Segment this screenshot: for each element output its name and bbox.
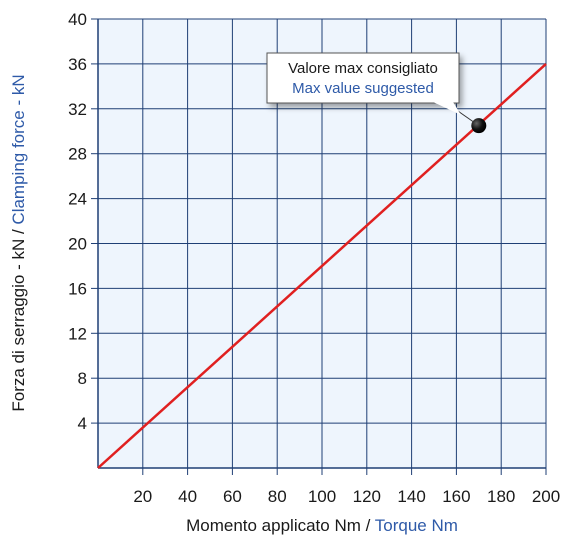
x-tick-label: 180 [487, 487, 515, 506]
x-tick-label: 20 [133, 487, 152, 506]
x-axis-label-en: Torque Nm [375, 516, 458, 535]
x-tick-label: 60 [223, 487, 242, 506]
axes [91, 18, 547, 475]
x-tick-label: 40 [178, 487, 197, 506]
y-tick-label: 8 [78, 369, 87, 388]
y-axis-label-it: Forza di serraggio - kN / [9, 225, 28, 412]
y-tick-labels: 4 8 12 16 20 24 28 32 36 40 [68, 10, 87, 433]
x-tick-label: 100 [308, 487, 336, 506]
series [97, 62, 547, 469]
annotation-box [266, 52, 460, 104]
x-axis-label: Momento applicato Nm / Torque Nm [186, 516, 458, 535]
y-axis-label: Forza di serraggio - kN / Clamping force… [9, 74, 28, 411]
y-tick-label: 16 [68, 279, 87, 298]
x-tick-label: 80 [268, 487, 287, 506]
y-tick-label: 4 [78, 414, 87, 433]
x-tick-labels: 20 40 60 80 100 120 140 160 180 200 [133, 487, 560, 506]
x-axis-label-it: Momento applicato Nm / [186, 516, 375, 535]
y-tick-label: 36 [68, 55, 87, 74]
y-tick-label: 24 [68, 190, 87, 209]
y-tick-label: 20 [68, 235, 87, 254]
y-axis-label-en: Clamping force - kN [9, 74, 28, 224]
series-line [97, 62, 547, 469]
y-tick-label: 28 [68, 145, 87, 164]
annotation-pointer [433, 102, 461, 115]
annotation: Valore max consigliato Max value suggest… [266, 52, 487, 134]
x-tick-label: 160 [442, 487, 470, 506]
x-tick-label: 200 [532, 487, 560, 506]
annotation-text-en: Max value suggested [292, 80, 434, 97]
y-tick-label: 40 [68, 10, 87, 29]
x-tick-label: 140 [397, 487, 425, 506]
y-tick-label: 12 [68, 324, 87, 343]
x-tick-label: 120 [353, 487, 381, 506]
y-tick-label: 32 [68, 100, 87, 119]
max-value-point [471, 118, 487, 134]
annotation-text-it: Valore max consigliato [288, 60, 438, 77]
